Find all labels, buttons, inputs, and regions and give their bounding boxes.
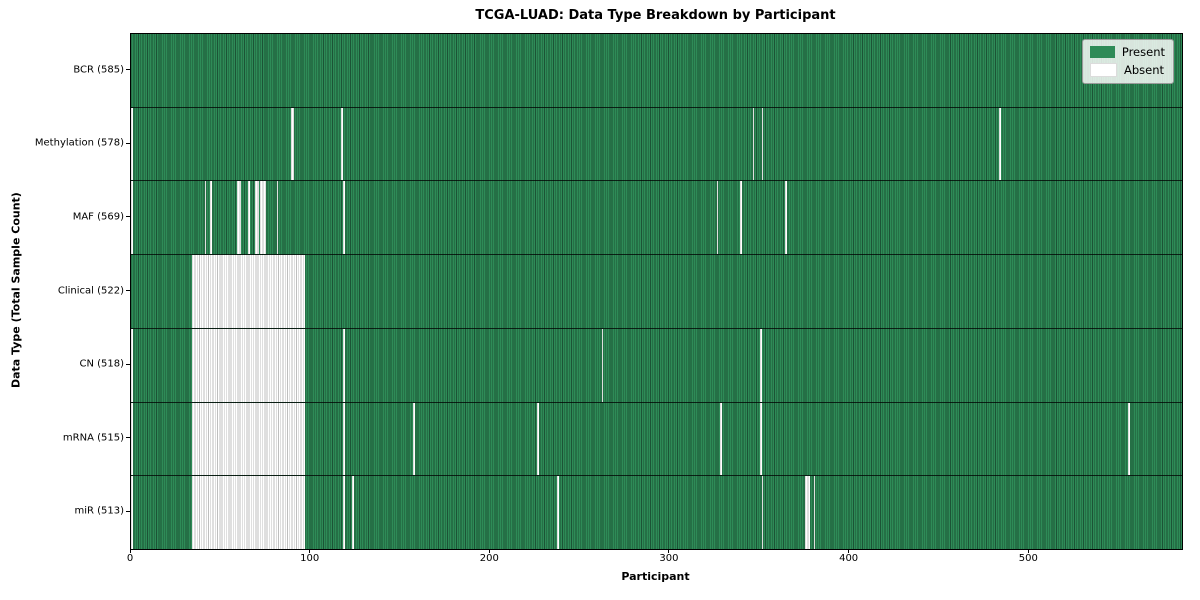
x-tick-label: 500 <box>1018 553 1038 564</box>
x-tick-mark <box>668 549 670 553</box>
absent-stripe <box>192 402 306 476</box>
heatmap-row-cn <box>131 327 1182 402</box>
absent-stripe <box>131 402 133 476</box>
legend-label-present: Present <box>1121 45 1165 59</box>
present-swatch <box>1090 46 1115 58</box>
y-tick-mark <box>126 510 130 512</box>
heatmap-row-bcr <box>131 34 1182 107</box>
absent-stripe <box>1128 402 1130 476</box>
y-axis-label: Data Type (Total Sample Count) <box>9 192 23 389</box>
absent-stripe <box>413 402 415 476</box>
x-tick-mark <box>848 549 850 553</box>
x-tick-label: 300 <box>659 553 679 564</box>
y-tick-label: CN (518) <box>79 358 124 370</box>
absent-stripe <box>761 476 764 550</box>
y-tick-label: Methylation (578) <box>34 137 124 149</box>
absent-stripe <box>276 181 279 255</box>
absent-stripe <box>247 181 250 255</box>
absent-stripe <box>342 328 345 402</box>
x-tick-mark <box>309 549 311 553</box>
plot-area: Present Absent <box>130 33 1183 550</box>
x-tick-label: 100 <box>300 553 320 564</box>
absent-stripe <box>720 402 723 476</box>
heatmap-row-methylation <box>131 106 1182 181</box>
x-tick-mark <box>129 549 131 553</box>
y-tick-mark <box>126 216 130 218</box>
x-axis-label: Participant <box>621 570 690 583</box>
heatmap-row-maf <box>131 180 1182 255</box>
y-tick-mark <box>126 363 130 365</box>
x-tick-mark <box>488 549 490 553</box>
y-tick-label: miR (513) <box>74 505 124 517</box>
absent-stripe <box>342 476 345 550</box>
heatmap-row-mir <box>131 475 1182 550</box>
absent-stripe <box>254 181 259 255</box>
absent-stripe <box>804 476 811 550</box>
absent-stripe <box>131 181 133 255</box>
absent-stripe <box>761 107 764 181</box>
y-tick-mark <box>126 142 130 144</box>
absent-stripe <box>998 107 1001 181</box>
absent-stripe <box>716 181 719 255</box>
absent-stripe <box>759 328 762 402</box>
absent-stripe <box>131 476 133 550</box>
absent-stripe <box>351 476 354 550</box>
x-tick-mark <box>1027 549 1029 553</box>
absent-stripe <box>131 328 133 402</box>
absent-stripe <box>192 328 306 402</box>
absent-stripe <box>752 107 755 181</box>
x-tick-label: 200 <box>479 553 499 564</box>
absent-stripe <box>601 328 604 402</box>
absent-stripe <box>290 107 295 181</box>
absent-stripe <box>740 181 742 255</box>
absent-stripe <box>784 181 787 255</box>
absent-stripe <box>813 476 816 550</box>
absent-stripe <box>537 402 539 476</box>
absent-stripe <box>204 181 207 255</box>
y-tick-label: Clinical (522) <box>57 285 124 296</box>
absent-stripe <box>192 255 306 328</box>
y-tick-label: MAF (569) <box>72 211 124 223</box>
y-tick-label: BCR (585) <box>73 64 124 76</box>
absent-stripe <box>342 402 345 476</box>
absent-stripe <box>759 402 762 476</box>
legend: Present Absent <box>1082 39 1174 84</box>
legend-item-present: Present <box>1090 46 1165 58</box>
absent-stripe <box>556 476 559 550</box>
x-tick-label: 0 <box>126 553 134 564</box>
chart-title: TCGA-LUAD: Data Type Breakdown by Partic… <box>475 8 836 23</box>
absent-stripe <box>342 181 345 255</box>
absent-stripe <box>260 181 266 255</box>
heatmap-row-mrna <box>131 401 1182 476</box>
x-tick-label: 400 <box>839 553 859 564</box>
y-tick-mark <box>126 290 130 291</box>
y-tick-mark <box>126 437 130 439</box>
absent-swatch <box>1090 63 1117 77</box>
legend-label-absent: Absent <box>1124 63 1165 77</box>
absent-stripe <box>236 181 241 255</box>
absent-stripe <box>192 476 306 550</box>
absent-stripe <box>210 181 212 255</box>
absent-stripe <box>131 107 133 181</box>
y-tick-mark <box>126 69 130 71</box>
absent-stripe <box>341 107 343 181</box>
y-tick-label: mRNA (515) <box>62 432 124 444</box>
legend-item-absent: Absent <box>1090 63 1165 77</box>
heatmap-row-clinical <box>131 254 1182 328</box>
heatmap-rows <box>131 34 1182 550</box>
